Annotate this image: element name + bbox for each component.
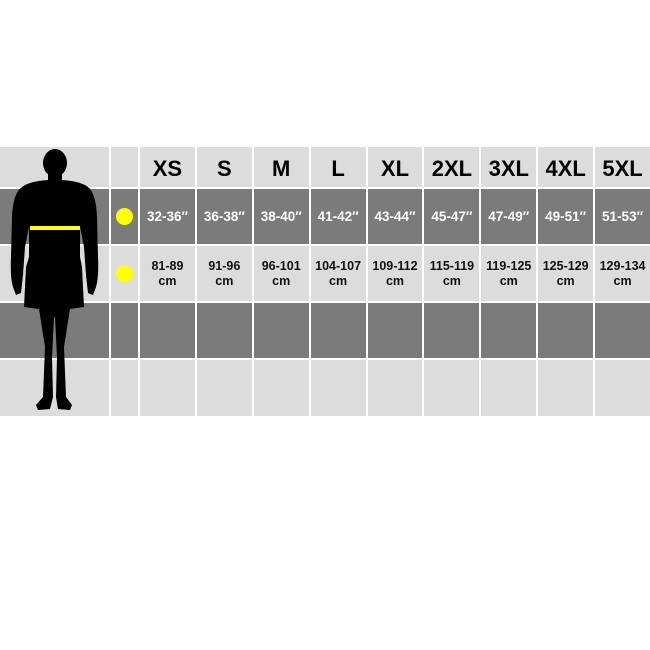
cm-value: 104-107: [315, 258, 362, 273]
cm-unit: cm: [385, 273, 405, 288]
figure-cell: [0, 189, 109, 244]
empty-cell: [310, 360, 366, 416]
cm-unit: cm: [215, 273, 234, 288]
empty-cell: [196, 303, 252, 358]
empty-cell: [111, 360, 138, 416]
size-header-m: M: [253, 147, 309, 187]
size-header-4xl: 4XL: [538, 147, 594, 187]
yellow-dot-icon: [116, 265, 133, 282]
size-header-xs: XS: [140, 147, 195, 187]
empty-cell: [538, 303, 594, 358]
chest-cm-cell: 104-107 cm: [310, 246, 366, 301]
chest-inches-cell: 32-36″: [140, 189, 195, 244]
size-header-l: L: [310, 147, 366, 187]
empty-cell: [367, 303, 423, 358]
cm-value: 91-96: [208, 258, 241, 273]
chest-cm-cell: 81-89 cm: [140, 246, 195, 301]
cm-value: 81-89: [151, 258, 184, 273]
cm-value: 125-129: [542, 258, 589, 273]
cm-value: 96-101: [261, 258, 301, 273]
cm-unit: cm: [613, 273, 632, 288]
chest-cm-cell: 115-119 cm: [424, 246, 480, 301]
empty-cell: [595, 303, 650, 358]
chest-inches-cell: 47-49″: [481, 189, 537, 244]
empty-cell: [424, 360, 480, 416]
cm-unit: cm: [499, 273, 518, 288]
empty-cell: [196, 360, 252, 416]
cm-value: 119-125: [486, 258, 532, 273]
chest-inches-cell: 41-42″: [310, 189, 366, 244]
chest-inches-cell: 36-38″: [196, 189, 252, 244]
figure-cell: [0, 246, 109, 301]
cm-unit: cm: [329, 273, 348, 288]
empty-cell: [367, 360, 423, 416]
empty-cell: [140, 303, 195, 358]
chest-inches-cell: 43-44″: [367, 189, 423, 244]
size-chart: XS S M L XL 2XL 3XL 4XL 5XL 32-36″ 36-38″ 38-40″ 41-…: [0, 147, 650, 416]
cm-unit: cm: [158, 273, 177, 288]
marker-header-cell: [111, 147, 138, 187]
size-header-2xl: 2XL: [424, 147, 480, 187]
chest-cm-cell: 129-134 cm: [595, 246, 650, 301]
chest-inches-cell: 45-47″: [424, 189, 480, 244]
chest-cm-cell: 125-129 cm: [538, 246, 594, 301]
size-header-5xl: 5XL: [595, 147, 650, 187]
empty-cell: [140, 360, 195, 416]
marker-cell: [111, 189, 138, 244]
chest-cm-cell: 96-101 cm: [253, 246, 309, 301]
empty-cell: [253, 303, 309, 358]
empty-cell: [0, 303, 109, 358]
chest-inches-cell: 49-51″: [538, 189, 594, 244]
empty-cell: [481, 303, 537, 358]
chest-cm-cell: 119-125 cm: [481, 246, 537, 301]
figure-cell: [0, 147, 109, 187]
empty-cell: [0, 360, 109, 416]
marker-cell: [111, 246, 138, 301]
chest-cm-cell: 91-96 cm: [196, 246, 252, 301]
cm-value: 109-112: [372, 258, 418, 273]
empty-cell: [481, 360, 537, 416]
size-header-s: S: [196, 147, 252, 187]
empty-cell: [310, 303, 366, 358]
empty-cell: [538, 360, 594, 416]
cm-unit: cm: [556, 273, 575, 288]
empty-cell: [595, 360, 650, 416]
cm-value: 129-134: [599, 258, 646, 273]
cm-unit: cm: [272, 273, 291, 288]
empty-cell: [424, 303, 480, 358]
size-header-3xl: 3XL: [481, 147, 537, 187]
cm-value: 115-119: [429, 258, 475, 273]
cm-unit: cm: [442, 273, 461, 288]
size-header-xl: XL: [367, 147, 423, 187]
chest-inches-cell: 51-53″: [595, 189, 650, 244]
yellow-dot-icon: [116, 208, 133, 225]
empty-cell: [253, 360, 309, 416]
chest-cm-cell: 109-112 cm: [367, 246, 423, 301]
empty-cell: [111, 303, 138, 358]
chest-inches-cell: 38-40″: [253, 189, 309, 244]
